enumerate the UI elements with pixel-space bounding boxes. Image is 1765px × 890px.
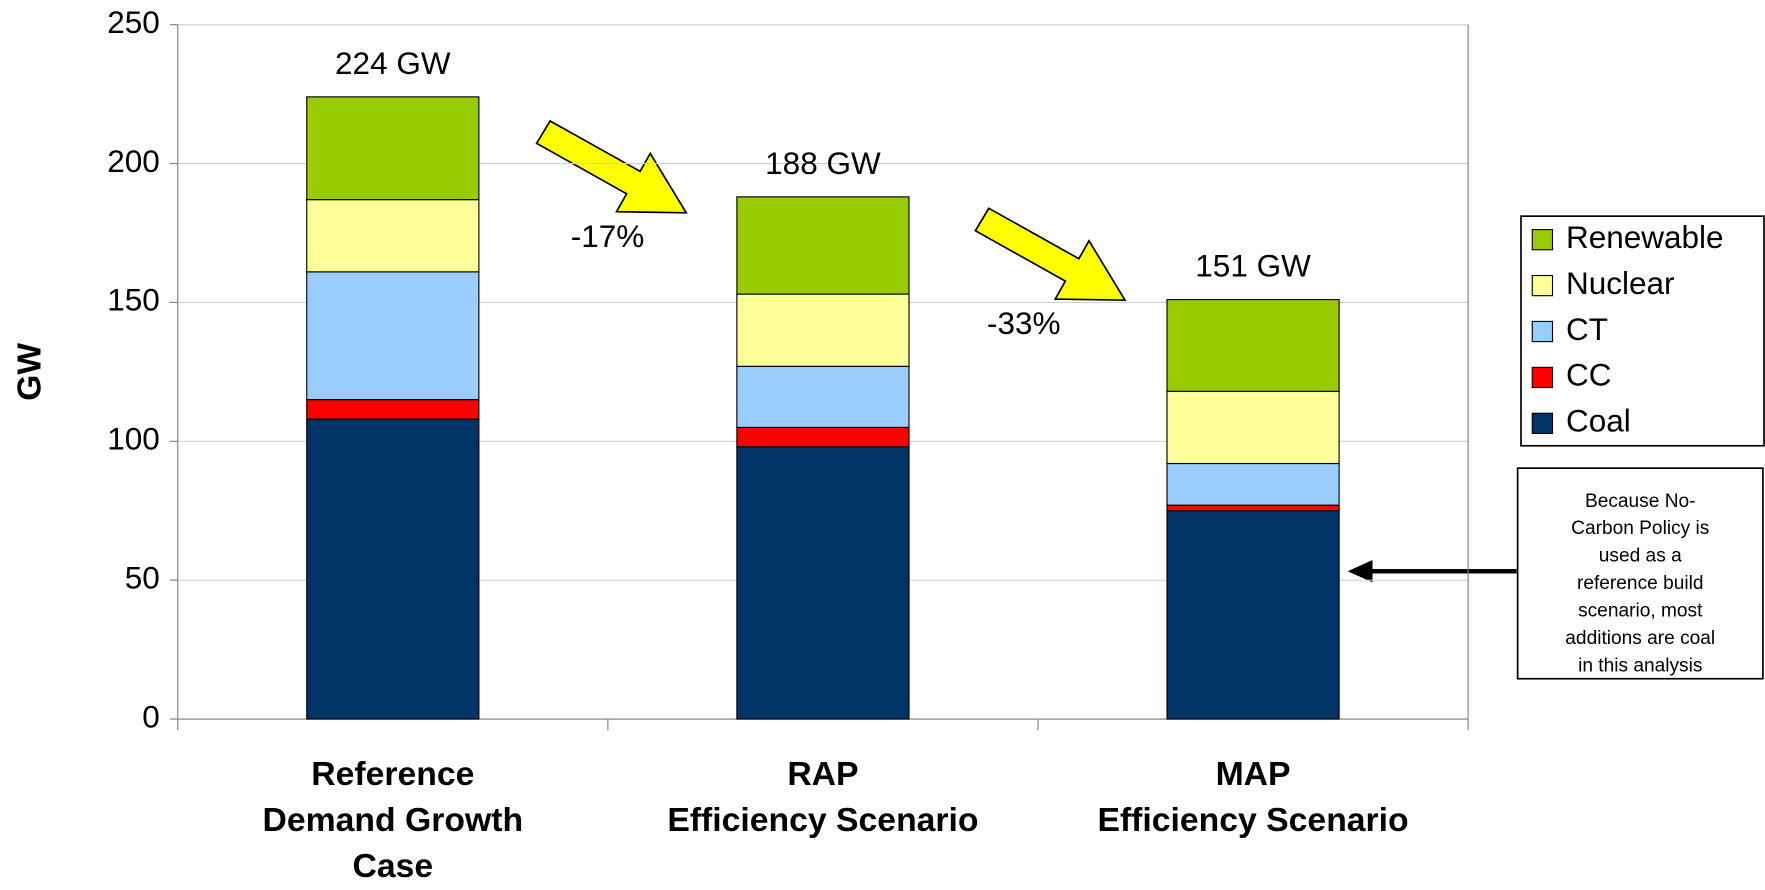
legend-swatch — [1531, 412, 1554, 435]
chart-body: GW -17% -33% 0 50 100 150 200 250 Reference Dem… — [11, 5, 1765, 885]
legend-swatch — [1531, 274, 1554, 297]
note-text: additions are coal — [1565, 628, 1715, 649]
legend-label: Coal — [1566, 404, 1631, 439]
note-text: used as a — [1599, 546, 1682, 567]
legend-label: CT — [1566, 312, 1608, 347]
y-tick-label: 150 — [107, 283, 160, 318]
note-text: scenario, most — [1578, 601, 1703, 622]
legend-swatch — [1531, 366, 1554, 389]
legend-label: CC — [1566, 358, 1611, 393]
x-tick-label: Efficiency Scenario — [667, 802, 978, 839]
bar-segment — [1166, 299, 1340, 392]
note-text: Carbon Policy is — [1571, 518, 1709, 539]
legend-label: Nuclear — [1566, 266, 1675, 301]
bar-segment — [1166, 504, 1340, 512]
total-label: 188 GW — [765, 146, 881, 181]
bar-segment — [736, 365, 910, 428]
total-label: 151 GW — [1195, 249, 1311, 284]
bar-segment — [306, 418, 480, 720]
y-tick-label: 0 — [142, 699, 160, 734]
x-tick-label: MAP — [1216, 756, 1291, 793]
bar-segment — [306, 271, 480, 401]
bar-segment — [1166, 390, 1340, 465]
bar-segment — [736, 293, 910, 367]
y-tick-label: 100 — [107, 422, 160, 457]
x-tick-label: Demand Growth — [263, 802, 524, 839]
total-label: 224 GW — [335, 46, 451, 81]
note-text: in this analysis — [1578, 655, 1702, 676]
change-arrow — [535, 119, 688, 214]
bar-segment — [736, 446, 910, 720]
y-tick-label: 200 — [107, 144, 160, 179]
y-tick-label: 50 — [125, 561, 160, 596]
change-arrow — [974, 207, 1127, 302]
bar-segment — [1166, 462, 1340, 506]
y-tick-label: 250 — [107, 5, 160, 40]
change-label: -33% — [987, 306, 1061, 341]
note-text: Because No- — [1585, 491, 1696, 512]
bar-segment — [736, 196, 910, 295]
bar-segment — [306, 96, 480, 201]
note-text: reference build — [1577, 573, 1703, 594]
note-box — [1516, 467, 1764, 680]
bar-segment — [1166, 510, 1340, 720]
bar-segment — [736, 426, 910, 448]
bar-segment — [306, 399, 480, 420]
legend-label: Renewable — [1566, 220, 1724, 255]
legend-swatch — [1531, 229, 1554, 251]
legend-swatch — [1531, 320, 1554, 343]
y-axis-label: GW — [11, 343, 48, 401]
x-tick-label: Reference — [311, 756, 474, 793]
x-tick-label: RAP — [787, 756, 858, 793]
legend — [1520, 215, 1765, 447]
bar-segment — [306, 199, 480, 273]
x-tick-label: Efficiency Scenario — [1097, 802, 1408, 839]
change-label: -17% — [571, 219, 645, 254]
note-arrow-head — [1347, 560, 1373, 583]
x-tick-label: Case — [352, 848, 433, 885]
